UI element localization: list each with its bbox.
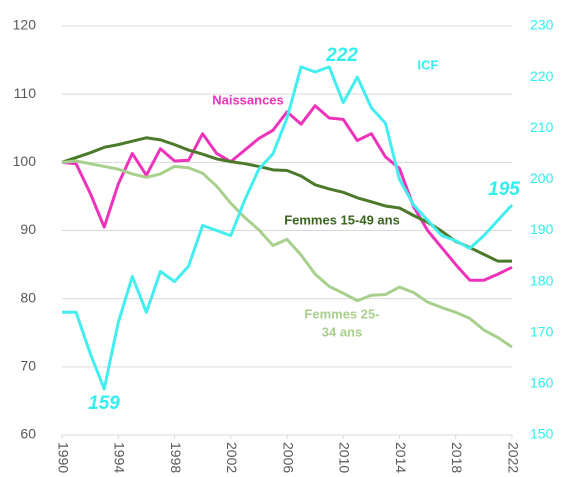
annotation: Naissances [212,92,284,107]
x-tick-label: 1994 [112,442,128,473]
x-tick-label: 1998 [168,442,184,473]
series-line [61,159,513,349]
annotation: 34 ans [322,324,362,339]
annotation: 159 [88,393,120,414]
annotation: 222 [325,45,358,66]
y2-tick-label: 180 [530,272,554,288]
annotation: 195 [488,179,520,200]
annotation: Femmes 15-49 ans [284,212,400,227]
annotation: Femmes 25- [304,306,379,321]
y-tick-label: 100 [13,153,37,169]
x-tick-label: 2022 [505,442,521,473]
y2-tick-label: 210 [530,119,554,135]
x-tick-label: 1990 [55,442,71,473]
y-tick-label: 90 [20,221,36,237]
y-tick-label: 110 [14,85,37,101]
x-tick-label: 2002 [224,442,240,473]
y2-tick-label: 230 [530,17,554,33]
y2-tick-label: 170 [530,323,554,339]
y-tick-label: 80 [20,289,36,305]
y2-tick-label: 160 [530,375,554,391]
y-tick-label: 70 [20,358,36,374]
x-tick-label: 2010 [337,442,353,473]
series-line [62,65,514,391]
y2-tick-label: 220 [530,68,554,84]
x-tick-label: 2018 [449,442,465,473]
annotation: ICF [418,57,439,72]
series-line [61,136,512,263]
y2-tick-label: 190 [530,221,554,237]
x-tick-label: 2006 [280,442,296,473]
y-tick-label: 60 [20,426,36,442]
y2-tick-label: 150 [530,426,554,442]
series-line [61,104,513,282]
y2-tick-label: 200 [530,170,554,186]
y-tick-label: 120 [13,17,37,33]
x-tick-label: 2014 [393,442,409,473]
